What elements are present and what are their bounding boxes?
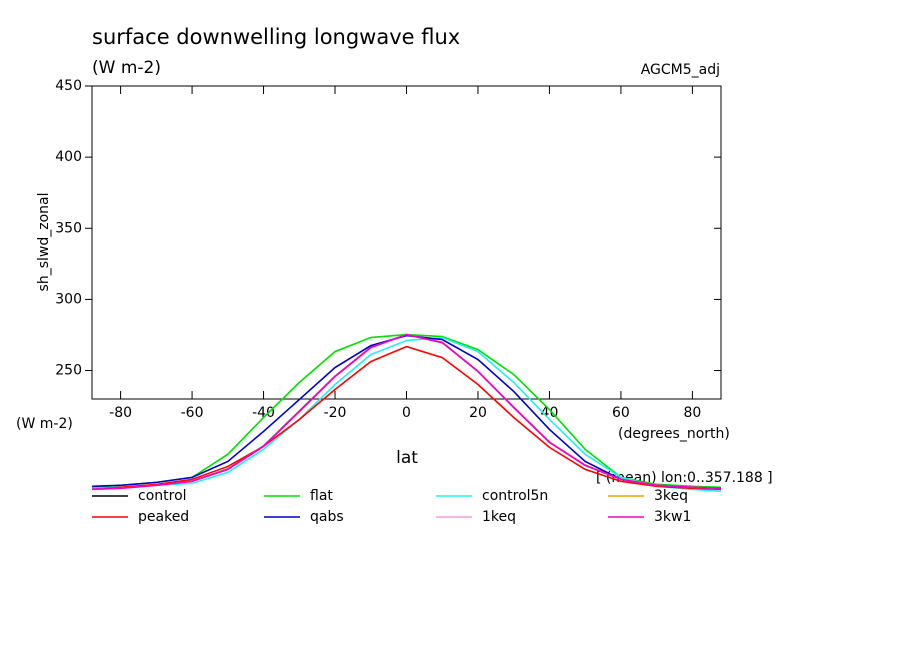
series-line (91, 336, 722, 493)
x-tick-label: -80 (109, 405, 132, 421)
legend-label: flat (310, 488, 333, 504)
x-tick-label: -40 (252, 405, 275, 421)
dataset-label: AGCM5_adj (641, 62, 720, 78)
x-tick-label: 80 (683, 405, 701, 421)
x-tick-label: 0 (402, 405, 411, 421)
legend-label: 3keq (654, 488, 688, 504)
chart-title: surface downwelling longwave flux (92, 25, 460, 49)
series-line (91, 345, 722, 491)
x-tick-label: 40 (541, 405, 559, 421)
legend-label: peaked (138, 509, 189, 525)
series-line (91, 333, 722, 491)
x-axis-label: lat (396, 448, 418, 468)
legend-label: qabs (310, 509, 344, 525)
legend-label: control5n (482, 488, 548, 504)
x-tick-label: 20 (469, 405, 487, 421)
y-units: (W m-2) (16, 416, 73, 432)
x-units: (degrees_north) (618, 426, 730, 442)
legend-label: 3kw1 (654, 509, 691, 525)
y-tick-label: 350 (55, 220, 82, 236)
y-tick-label: 450 (55, 78, 82, 94)
chart-subtitle: (W m-2) (92, 58, 161, 78)
y-tick-label: 400 (55, 149, 82, 165)
x-tick-label: -20 (324, 405, 347, 421)
legend-label: 1keq (482, 509, 516, 525)
y-tick-label: 300 (55, 291, 82, 307)
x-tick-label: 60 (612, 405, 630, 421)
legend-label: control (138, 488, 187, 504)
y-tick-label: 250 (55, 363, 82, 379)
y-axis-label: sh_slwd_zonal (36, 193, 52, 292)
x-tick-label: -60 (181, 405, 204, 421)
